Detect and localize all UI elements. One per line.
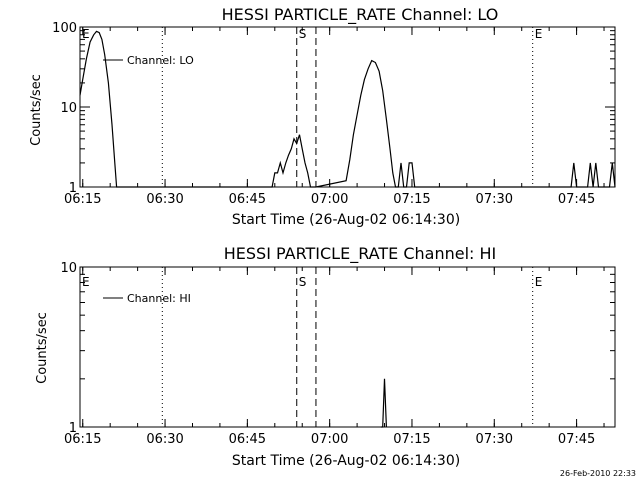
marker-label-lo: E [535,27,543,41]
x-tick-label-hi: 07:15 [393,432,430,447]
series-lo [79,30,616,188]
x-tick-label-lo: 07:15 [393,192,430,207]
x-tick-label-lo: 07:30 [476,192,513,207]
y-axis-label-hi: Counts/sec [35,312,50,384]
y-tick-label-hi: 10 [60,261,77,276]
series-line-lo [79,30,616,188]
x-tick-label-hi: 06:45 [229,432,266,447]
axes-hi: 06:15 06:30 06:45 07:00 07:15 07:30 07:45 1 10 [60,261,615,447]
series-line-hi [380,378,387,428]
x-tick-label-lo: 06:45 [229,192,266,207]
chart-title-hi: HESSI PARTICLE_RATE Channel: HI [224,244,497,264]
marker-label-lo: S [299,27,307,41]
plot-frame-lo [79,26,616,188]
x-axis-label-hi: Start Time (26-Aug-02 06:14:30) [232,453,460,469]
y-tick-label-lo: 1 [69,181,77,196]
marker-label-lo: E [82,27,90,41]
marker-label-hi: E [535,275,543,289]
marker-label-hi: S [299,275,307,289]
panel-hi: HESSI PARTICLE_RATE Channel: HI E S E 06:1… [35,244,616,469]
chart-title-lo: HESSI PARTICLE_RATE Channel: LO [222,5,499,25]
x-tick-label-hi: 06:15 [64,432,101,447]
panel-lo: HESSI PARTICLE_RATE Channel: LO E S E 06:1… [29,5,616,228]
y-tick-label-lo: 10 [60,101,77,116]
x-tick-label-lo: 06:30 [146,192,183,207]
x-tick-label-lo: 07:00 [311,192,348,207]
x-tick-label-hi: 06:30 [146,432,183,447]
legend-hi: Channel: HI [103,292,191,305]
timestamp: 26-Feb-2010 22:33 [560,469,636,478]
x-tick-label-lo: 06:15 [64,192,101,207]
x-tick-label-hi: 07:30 [476,432,513,447]
marker-label-hi: E [82,275,90,289]
y-tick-label-hi: 1 [69,421,77,436]
series-hi [380,378,387,428]
y-tick-label-lo: 100 [52,21,77,36]
y-axis-label-lo: Counts/sec [29,74,44,146]
plot-frame-hi [79,266,616,428]
legend-lo: Channel: LO [103,54,194,67]
x-tick-label-hi: 07:00 [311,432,348,447]
axes-lo: 06:15 06:30 06:45 07:00 07:15 07:30 07:45 1 10 10… [52,21,615,207]
legend-label-lo: Channel: LO [127,54,194,67]
legend-label-hi: Channel: HI [127,292,191,305]
x-axis-label-lo: Start Time (26-Aug-02 06:14:30) [232,212,460,228]
x-tick-label-lo: 07:45 [558,192,595,207]
x-tick-label-hi: 07:45 [558,432,595,447]
